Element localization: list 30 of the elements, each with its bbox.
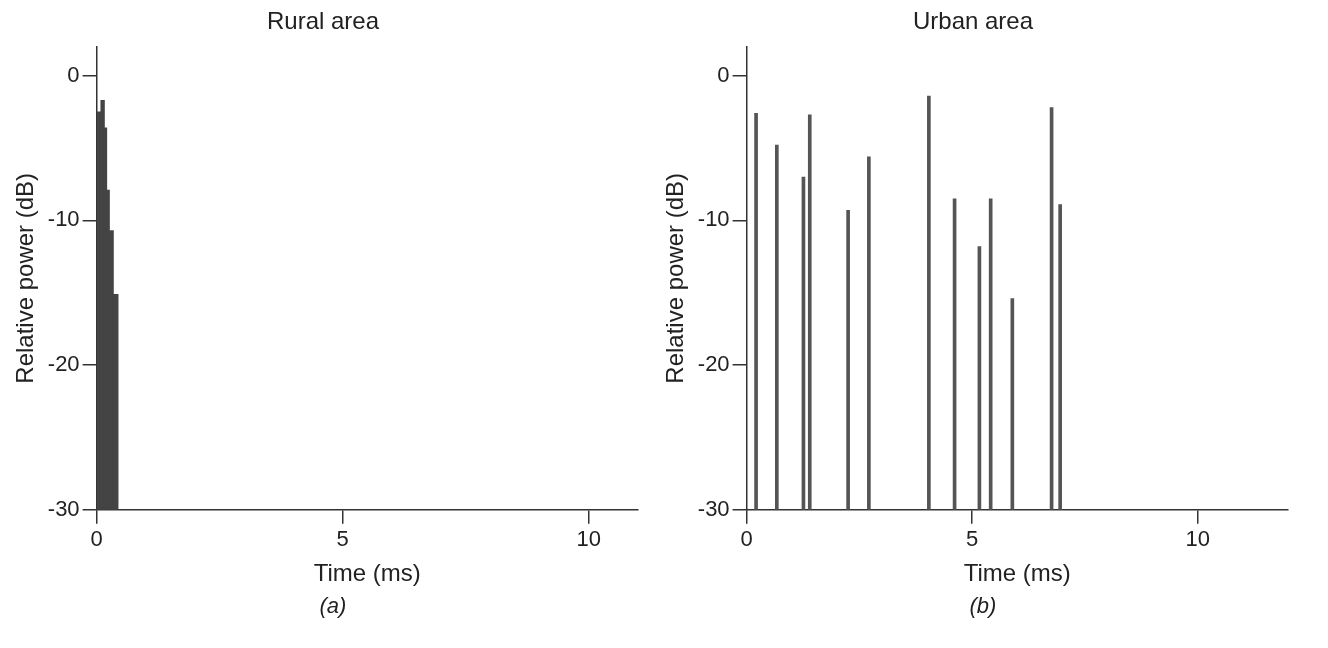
bar (867, 156, 871, 510)
bar (846, 209, 850, 510)
x-tick-label: 5 (966, 526, 979, 552)
text: (b) (968, 593, 998, 619)
y-tick-label: -30 (47, 495, 80, 521)
x-axis-title: Time (ms) (963, 559, 1071, 587)
x-tick-label: 0 (90, 526, 103, 552)
x-tick-label: 5 (336, 526, 349, 552)
bar (988, 198, 993, 510)
bar (927, 95, 931, 510)
bar (754, 113, 758, 510)
x-axis-title: Time (ms) (313, 559, 421, 587)
text: (a) (318, 593, 348, 619)
y-axis-title: Relative power (dB) (11, 172, 39, 384)
y-tick-label: -10 (697, 206, 730, 232)
y-tick-label: 0 (717, 61, 730, 87)
y-tick-label: -10 (47, 206, 80, 232)
chart-title: Rural area (266, 7, 380, 35)
y-axis-title: Relative power (dB) (661, 172, 689, 384)
bar (775, 144, 779, 510)
y-tick-label: 0 (67, 61, 80, 87)
chart-title: Urban area (912, 7, 1034, 35)
y-tick-label: -20 (697, 351, 730, 377)
x-tick-label: 10 (576, 526, 602, 552)
x-tick-label: 10 (1185, 526, 1211, 552)
x-tick-label: 0 (740, 526, 753, 552)
y-tick-label: -20 (47, 351, 80, 377)
bar (807, 114, 812, 510)
y-tick-label: -30 (697, 495, 730, 521)
bar (1058, 204, 1062, 510)
